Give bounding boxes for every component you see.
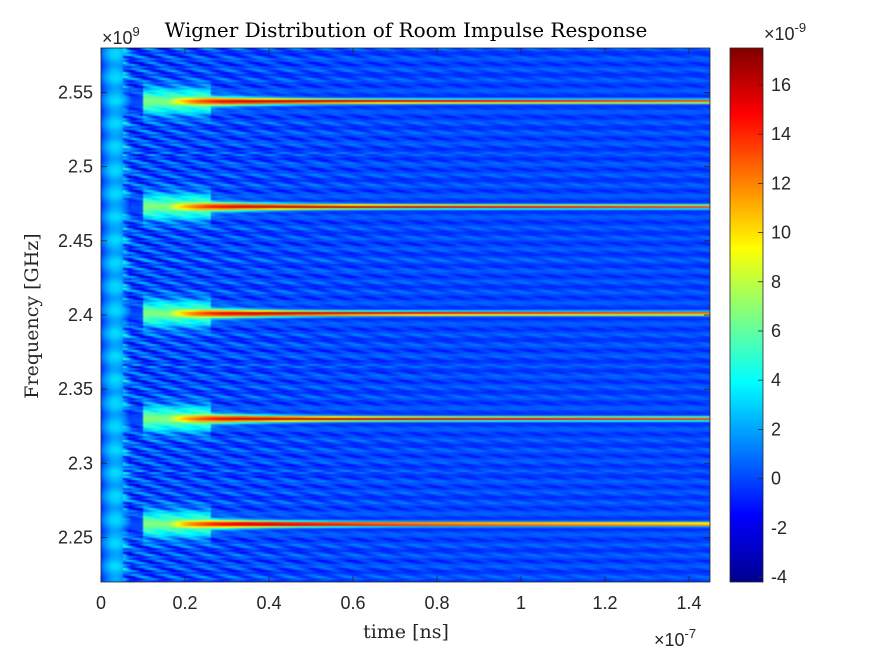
colorbar-tick-label: 12	[771, 173, 791, 193]
y-axis-label: Frequency [GHz]	[21, 233, 43, 398]
colorbar-ticks: -4 -2 0 2 4 6 8 10 12 14 16	[758, 75, 791, 587]
colorbar-gradient	[730, 48, 763, 582]
y-tick-label: 2.25	[58, 528, 93, 548]
colorbar-tick-label: 2	[771, 419, 781, 439]
colorbar-tick-label: 0	[771, 469, 781, 489]
y-tick-label: 2.4	[68, 305, 93, 325]
x-exponent-base: ×10	[654, 630, 685, 650]
colorbar-tick-label: 10	[771, 223, 791, 243]
colorbar-tick-label: 6	[771, 321, 781, 341]
colorbar-tick-label: -2	[771, 518, 787, 538]
y-tick-label: 2.45	[58, 231, 93, 251]
x-tick-label: 0.8	[424, 593, 449, 613]
colorbar-tick-label: 16	[771, 75, 791, 95]
x-exponent-power: -7	[685, 626, 697, 641]
x-tick-label: 0.4	[256, 593, 281, 613]
colorbar-tick-label: 4	[771, 370, 781, 390]
colorbar-box	[729, 47, 764, 583]
x-axis-ticks: 0 0.2 0.4 0.6 0.8 1 1.2 1.4	[96, 48, 702, 613]
y-exponent-base: ×10	[102, 28, 133, 48]
colorbar: -4 -2 0 2 4 6 8 10 12 14 16 ×10-9	[729, 20, 806, 587]
x-tick-label: 1	[516, 593, 526, 613]
x-tick-label: 0.6	[340, 593, 365, 613]
colorbar-exponent-base: ×10	[764, 24, 795, 44]
x-tick-label: 1.4	[676, 593, 701, 613]
colorbar-tick-label: -4	[771, 567, 787, 587]
colorbar-exponent-label: ×10-9	[764, 20, 806, 44]
y-axis-ticks: 2.25 2.3 2.35 2.4 2.45 2.5 2.55	[58, 83, 710, 548]
y-tick-label: 2.3	[68, 453, 93, 473]
x-tick-label: 0	[96, 593, 106, 613]
y-exponent-power: 9	[133, 24, 140, 39]
x-axis-label: time [ns]	[363, 621, 449, 643]
plot-area	[100, 47, 711, 583]
chart-title: Wigner Distribution of Room Impulse Resp…	[165, 18, 648, 42]
y-tick-label: 2.5	[68, 157, 93, 177]
colorbar-exponent-power: -9	[795, 20, 807, 35]
y-tick-label: 2.55	[58, 83, 93, 103]
colorbar-tick-label: 8	[771, 272, 781, 292]
y-tick-label: 2.35	[58, 379, 93, 399]
colorbar-tick-label: 14	[771, 124, 791, 144]
y-exponent-label: ×109	[102, 24, 140, 48]
x-tick-label: 0.2	[172, 593, 197, 613]
x-tick-label: 1.2	[592, 593, 617, 613]
heatmap-image	[101, 48, 710, 582]
x-exponent-label: ×10-7	[654, 626, 696, 650]
